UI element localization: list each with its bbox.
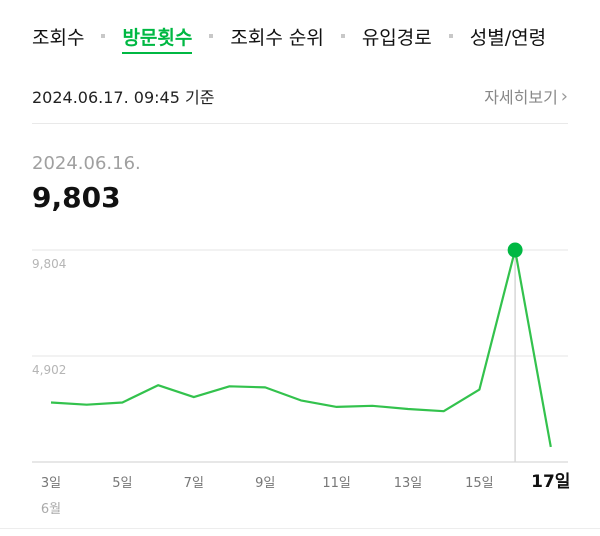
info-bar: 2024.06.17. 09:45 기준 자세히보기 › <box>32 84 568 108</box>
x-tick-label: 15일 <box>465 476 494 491</box>
data-point[interactable] <box>370 404 374 408</box>
x-tick-label: 9일 <box>255 476 275 491</box>
tab-separator <box>448 34 453 38</box>
selected-value: 9,803 <box>32 181 121 214</box>
data-point[interactable] <box>49 401 53 405</box>
tab-0[interactable]: 조회수 <box>32 26 85 49</box>
data-point[interactable] <box>156 383 160 387</box>
bottom-divider <box>0 528 600 529</box>
data-point[interactable] <box>549 445 553 449</box>
x-tick-label: 7일 <box>184 476 204 491</box>
visits-line-chart[interactable]: 4,902 9,804 3일 5일 7일 9일 11일 13일 15일 17일 6월 <box>0 220 600 525</box>
divider <box>32 123 568 124</box>
tab-1[interactable]: 방문횟수 <box>122 23 192 54</box>
y-tick-label: 9,804 <box>32 257 66 271</box>
data-point[interactable] <box>263 385 267 389</box>
tab-separator <box>340 34 345 38</box>
tab-separator <box>209 34 214 38</box>
data-point[interactable] <box>228 384 232 388</box>
view-details-link[interactable]: 자세히보기 › <box>484 84 568 108</box>
month-label: 6월 <box>41 502 61 517</box>
basis-timestamp: 2024.06.17. 09:45 기준 <box>32 88 215 107</box>
y-tick-label: 4,902 <box>32 363 66 377</box>
x-tick-label: 11일 <box>322 476 351 491</box>
tab-separator <box>101 34 106 38</box>
x-tick-label-selected: 17일 <box>531 472 570 492</box>
tab-bar: 조회수 방문횟수 조회수 순위 유입경로 성별/연령 <box>32 18 546 54</box>
data-point[interactable] <box>192 395 196 399</box>
data-point[interactable] <box>85 403 89 407</box>
data-point[interactable] <box>299 398 303 402</box>
data-point[interactable] <box>406 407 410 411</box>
series-line <box>50 248 552 448</box>
selected-date: 2024.06.16. <box>32 153 141 174</box>
chevron-right-icon: › <box>560 85 568 107</box>
tab-3[interactable]: 유입경로 <box>361 26 432 49</box>
selected-data-point[interactable] <box>507 242 523 258</box>
data-point[interactable] <box>120 401 124 405</box>
view-details-label: 자세히보기 <box>484 88 558 107</box>
data-point[interactable] <box>442 409 446 413</box>
tab-2[interactable]: 조회수 순위 <box>230 26 324 49</box>
x-tick-label: 13일 <box>394 476 423 491</box>
data-point[interactable] <box>477 388 481 392</box>
data-point[interactable] <box>335 405 339 409</box>
tab-4[interactable]: 성별/연령 <box>469 26 547 49</box>
x-tick-label: 3일 <box>41 476 61 491</box>
x-tick-label: 5일 <box>112 476 132 491</box>
